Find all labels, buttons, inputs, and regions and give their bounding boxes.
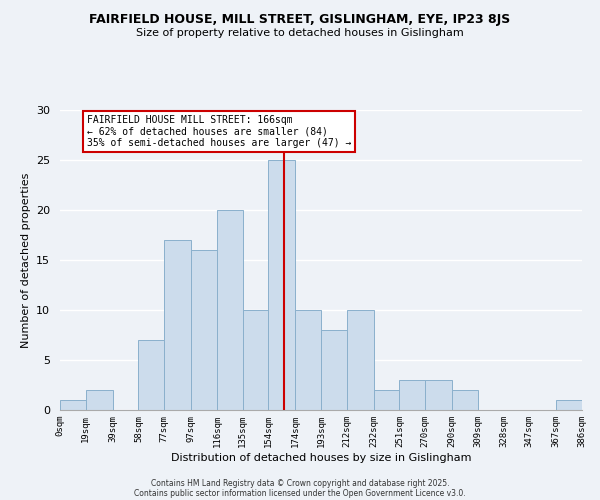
Text: Contains public sector information licensed under the Open Government Licence v3: Contains public sector information licen… <box>134 488 466 498</box>
Bar <box>321 330 347 410</box>
Bar <box>556 400 582 410</box>
Text: FAIRFIELD HOUSE, MILL STREET, GISLINGHAM, EYE, IP23 8JS: FAIRFIELD HOUSE, MILL STREET, GISLINGHAM… <box>89 12 511 26</box>
Text: Size of property relative to detached houses in Gislingham: Size of property relative to detached ho… <box>136 28 464 38</box>
Text: Contains HM Land Registry data © Crown copyright and database right 2025.: Contains HM Land Registry data © Crown c… <box>151 478 449 488</box>
Bar <box>268 160 295 410</box>
Bar <box>425 380 452 410</box>
Bar <box>295 310 321 410</box>
Bar <box>139 340 164 410</box>
Bar <box>60 400 86 410</box>
Text: FAIRFIELD HOUSE MILL STREET: 166sqm
← 62% of detached houses are smaller (84)
35: FAIRFIELD HOUSE MILL STREET: 166sqm ← 62… <box>87 115 352 148</box>
Bar <box>191 250 217 410</box>
Bar <box>86 390 113 410</box>
Bar <box>164 240 191 410</box>
Bar <box>374 390 400 410</box>
Bar <box>347 310 374 410</box>
Bar <box>400 380 425 410</box>
Y-axis label: Number of detached properties: Number of detached properties <box>20 172 31 348</box>
Bar <box>217 210 242 410</box>
Bar <box>452 390 478 410</box>
Bar <box>242 310 268 410</box>
X-axis label: Distribution of detached houses by size in Gislingham: Distribution of detached houses by size … <box>171 452 471 462</box>
